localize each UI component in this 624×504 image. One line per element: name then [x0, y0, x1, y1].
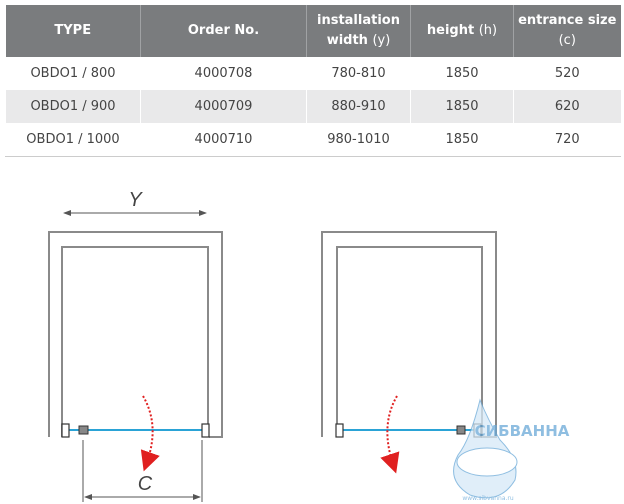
cell-entrance: 520: [513, 57, 621, 90]
width-label: Y: [128, 189, 143, 211]
table-row: OBDO1 / 800 4000708 780-810 1850 520: [5, 57, 621, 90]
hinge-profile: [61, 423, 70, 438]
cell-entrance: 720: [513, 123, 621, 157]
table-row: OBDO1 / 1000 4000710 980-1010 1850 720: [5, 123, 621, 157]
header-entrance-size: entrance size (c): [513, 5, 621, 57]
table-header-row: TYPE Order No. installation width (y) he…: [5, 5, 621, 57]
cell-height: 1850: [410, 90, 514, 123]
cell-entrance: 620: [513, 90, 621, 123]
hinge: [456, 425, 466, 435]
header-height: height (h): [410, 5, 514, 57]
outer-frame: [321, 231, 497, 438]
spec-table: TYPE Order No. installation width (y) he…: [5, 5, 621, 157]
entrance-label: C: [138, 473, 153, 495]
wall-profile: [335, 423, 344, 438]
header-label: TYPE: [54, 23, 92, 38]
outer-frame: [48, 231, 223, 438]
inner-frame: [336, 246, 483, 437]
cell-order-no: 4000709: [140, 90, 307, 123]
header-type: TYPE: [5, 5, 141, 57]
opening-direction-arrow: [380, 395, 400, 474]
header-order-no: Order No.: [140, 5, 307, 57]
cell-type: OBDO1 / 900: [5, 90, 141, 123]
table-row: OBDO1 / 900 4000709 880-910 1850 620: [5, 90, 621, 123]
wall-profile: [201, 423, 210, 438]
header-installation-width: installation width (y): [306, 5, 411, 57]
diagram-left: Y C: [48, 189, 223, 502]
cell-width: 780-810: [306, 57, 411, 90]
cell-height: 1850: [410, 57, 514, 90]
inner-frame: [61, 246, 209, 437]
cell-width: 980-1010: [306, 123, 411, 157]
cell-order-no: 4000710: [140, 123, 307, 157]
cell-type: OBDO1 / 800: [5, 57, 141, 90]
header-label: installation width: [317, 13, 400, 48]
header-label: Order No.: [187, 23, 260, 38]
cell-height: 1850: [410, 123, 514, 157]
header-unit: (c): [558, 33, 576, 48]
cell-width: 880-910: [306, 90, 411, 123]
header-unit: (y): [372, 33, 391, 48]
diagram-right: [321, 231, 497, 474]
watermark-url: www.sibvanna.ru: [462, 495, 514, 502]
watermark-brand: СИБВАННА: [475, 422, 570, 440]
header-unit: (h): [478, 23, 498, 38]
watermark-logo: СИБВАННА www.sibvanna.ru: [453, 398, 570, 502]
header-label: height: [426, 23, 475, 38]
header-label: entrance size: [518, 13, 617, 28]
cell-order-no: 4000708: [140, 57, 307, 90]
opening-direction-arrow: [140, 395, 160, 472]
cell-type: OBDO1 / 1000: [5, 123, 141, 157]
hinge: [78, 425, 89, 435]
